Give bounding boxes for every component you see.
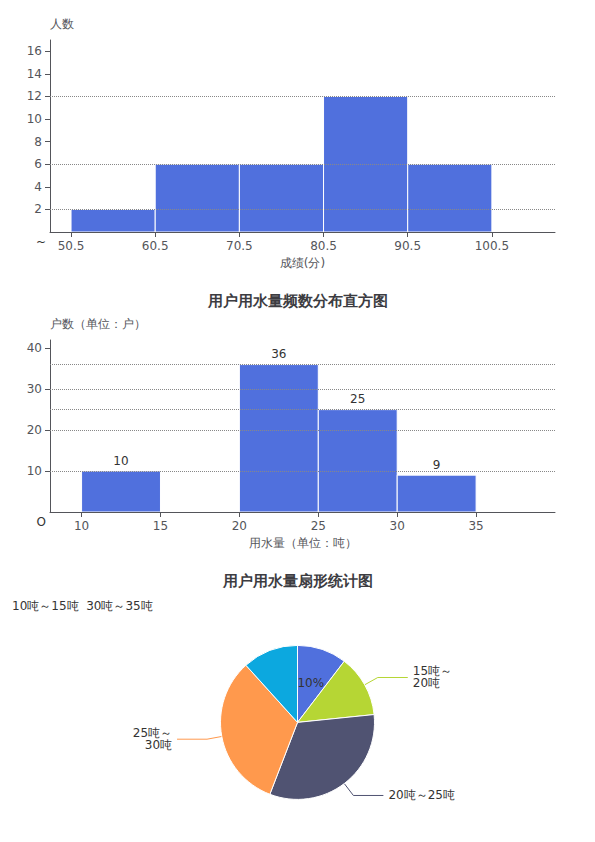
- svg-text:户数（单位：户）: 户数（单位：户）: [50, 317, 146, 331]
- svg-text:用水量（单位：吨）: 用水量（单位：吨）: [249, 536, 357, 550]
- svg-text:10: 10: [113, 454, 128, 468]
- svg-text:10: 10: [74, 519, 89, 533]
- svg-text:70.5: 70.5: [226, 239, 253, 253]
- svg-text:50.5: 50.5: [58, 239, 85, 253]
- svg-text:36: 36: [271, 347, 286, 361]
- svg-text:10: 10: [27, 112, 42, 126]
- svg-text:90.5: 90.5: [394, 239, 421, 253]
- svg-text:25吨～: 25吨～: [132, 726, 172, 741]
- svg-text:2: 2: [34, 202, 42, 216]
- svg-text:用户用水量扇形统计图: 用户用水量扇形统计图: [222, 572, 373, 590]
- svg-text:12: 12: [27, 89, 42, 103]
- svg-text:60.5: 60.5: [142, 239, 169, 253]
- svg-text:40: 40: [27, 341, 42, 355]
- svg-text:人数: 人数: [50, 17, 74, 31]
- svg-text:100.5: 100.5: [475, 239, 509, 253]
- svg-text:成绩(分): 成绩(分): [280, 256, 325, 270]
- svg-text:~: ~: [36, 235, 46, 249]
- svg-text:16: 16: [27, 44, 42, 58]
- svg-text:30: 30: [27, 382, 42, 396]
- svg-text:10: 10: [27, 464, 42, 478]
- svg-text:6: 6: [34, 157, 42, 171]
- svg-text:15吨～: 15吨～: [412, 664, 453, 679]
- svg-text:8: 8: [34, 135, 42, 149]
- svg-text:30: 30: [390, 519, 405, 533]
- svg-text:4: 4: [34, 180, 42, 194]
- svg-text:20: 20: [232, 519, 247, 533]
- svg-text:O: O: [37, 515, 46, 529]
- svg-text:80.5: 80.5: [310, 239, 337, 253]
- svg-text:用户用水量频数分布直方图: 用户用水量频数分布直方图: [207, 292, 388, 310]
- svg-text:10%: 10%: [297, 676, 324, 690]
- svg-text:20吨: 20吨: [413, 676, 440, 690]
- svg-text:10吨～15吨 30吨～35吨: 10吨～15吨 30吨～35吨: [12, 599, 153, 613]
- svg-text:25: 25: [311, 519, 326, 533]
- svg-text:9: 9: [433, 458, 441, 472]
- svg-text:35: 35: [468, 519, 483, 533]
- svg-text:25: 25: [350, 392, 365, 406]
- svg-text:30吨: 30吨: [145, 738, 172, 752]
- svg-text:14: 14: [27, 67, 42, 81]
- svg-text:15: 15: [153, 519, 168, 533]
- svg-text:20: 20: [27, 423, 42, 437]
- svg-text:20吨～25吨: 20吨～25吨: [388, 788, 455, 802]
